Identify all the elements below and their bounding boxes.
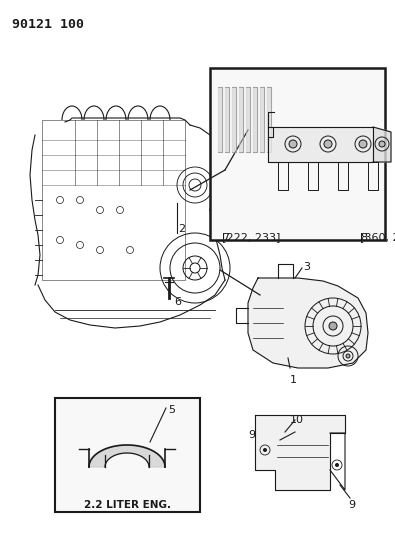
- Polygon shape: [225, 87, 229, 152]
- Polygon shape: [89, 445, 165, 467]
- Text: [360, 233]: [360, 233]: [360, 232, 395, 242]
- Polygon shape: [260, 87, 264, 152]
- Bar: [210, 68, 385, 240]
- Text: 9: 9: [348, 500, 355, 510]
- Text: 5: 5: [168, 405, 175, 415]
- Text: 3: 3: [303, 262, 310, 272]
- Circle shape: [335, 463, 339, 467]
- Circle shape: [379, 141, 385, 147]
- Polygon shape: [239, 87, 243, 152]
- Polygon shape: [373, 127, 391, 162]
- Polygon shape: [248, 278, 368, 368]
- Polygon shape: [255, 415, 345, 490]
- Text: 2: 2: [178, 224, 185, 234]
- Text: 9: 9: [248, 430, 255, 440]
- Text: [222, 233]: [222, 233]: [222, 232, 280, 242]
- Polygon shape: [232, 87, 236, 152]
- Circle shape: [289, 140, 297, 148]
- Circle shape: [346, 354, 350, 358]
- Text: 90121 100: 90121 100: [12, 18, 84, 31]
- Circle shape: [324, 140, 332, 148]
- Polygon shape: [246, 87, 250, 152]
- Circle shape: [263, 448, 267, 452]
- Text: 1: 1: [290, 375, 297, 385]
- Text: 2.2 LITER ENG.: 2.2 LITER ENG.: [83, 500, 171, 510]
- Polygon shape: [268, 127, 373, 162]
- Text: 7: 7: [222, 233, 229, 243]
- Polygon shape: [218, 87, 222, 152]
- Polygon shape: [267, 87, 271, 152]
- Bar: [55, 398, 200, 512]
- Text: 6: 6: [174, 297, 181, 307]
- Circle shape: [359, 140, 367, 148]
- Polygon shape: [253, 87, 257, 152]
- Circle shape: [329, 322, 337, 330]
- Text: 8: 8: [360, 233, 367, 243]
- Text: 10: 10: [290, 415, 304, 425]
